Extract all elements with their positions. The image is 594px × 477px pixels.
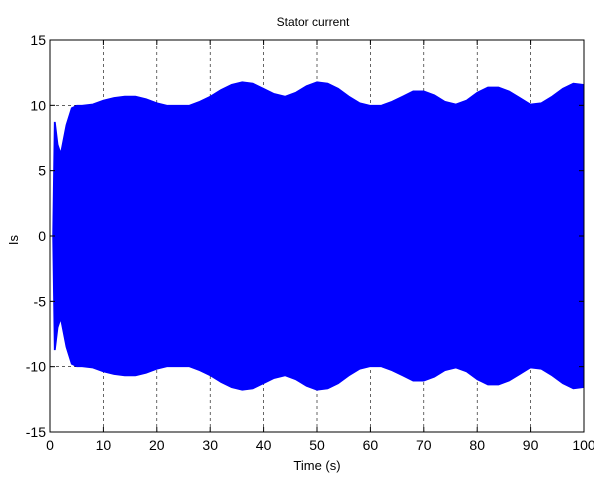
y-tick-label-4: 5 xyxy=(38,163,46,179)
x-tick-label-10: 100 xyxy=(572,437,594,453)
x-tick-label-4: 40 xyxy=(256,437,272,453)
x-axis-label: Time (s) xyxy=(293,458,340,473)
y-tick-label-6: 15 xyxy=(30,32,46,48)
y-tick-label-2: -5 xyxy=(34,293,47,309)
x-tick-label-9: 90 xyxy=(523,437,539,453)
x-tick-label-0: 0 xyxy=(46,437,54,453)
x-tick-label-3: 30 xyxy=(202,437,218,453)
y-tick-label-0: -15 xyxy=(26,424,46,440)
y-axis-ticks: -15 -10 -5 0 5 10 15 xyxy=(26,32,584,440)
y-tick-label-5: 10 xyxy=(30,97,46,113)
x-tick-label-7: 70 xyxy=(416,437,432,453)
x-tick-label-6: 60 xyxy=(363,437,379,453)
chart-title: Stator current xyxy=(277,15,350,29)
x-tick-label-1: 10 xyxy=(96,437,112,453)
y-axis-label: Is xyxy=(6,234,21,245)
x-tick-label-2: 20 xyxy=(149,437,165,453)
y-tick-label-1: -10 xyxy=(26,359,46,375)
x-tick-label-5: 50 xyxy=(309,437,325,453)
current-envelope xyxy=(52,81,585,391)
y-tick-label-3: 0 xyxy=(38,228,46,244)
x-axis-ticks: 0 10 20 30 40 50 60 70 80 90 100 xyxy=(46,40,594,453)
series-band-0 xyxy=(52,81,585,391)
x-tick-label-8: 80 xyxy=(469,437,485,453)
